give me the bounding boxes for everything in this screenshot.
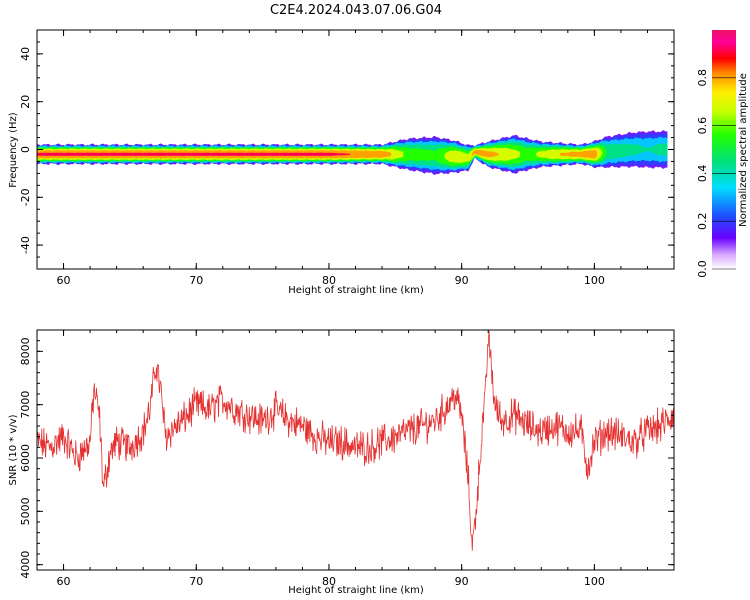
- x-tick-label: 60: [57, 274, 71, 287]
- snr-frame: [36, 329, 675, 571]
- colorbar-label: Normalized spectral amplitude: [738, 73, 749, 227]
- spectrogram-contour-level: [37, 152, 351, 156]
- snr-plot-area: [37, 331, 674, 551]
- colorbar-tick-label: 0.8: [696, 69, 709, 87]
- snr-panel: 60 70 80 90 100 4000 5000 6000 7000 8000 Height …: [8, 329, 675, 596]
- spectrogram-contour-level: [472, 149, 499, 158]
- snr-series-line: [37, 331, 674, 551]
- colorbar-ticks: 0.0 0.2 0.4 0.6 0.8: [696, 69, 736, 278]
- colorbar: 0.0 0.2 0.4 0.6 0.8 Normalized spectral ampl…: [696, 30, 749, 278]
- x-tick-label: 80: [322, 274, 336, 287]
- snr-x-ticks: 60 70 80 90 100: [36, 330, 675, 588]
- y-tick-label: 4000: [19, 551, 32, 579]
- y-tick-label: 5000: [19, 497, 32, 525]
- spectrogram-x-label: Height of straight line (km): [288, 285, 424, 296]
- colorbar-tick-label: 0.0: [696, 260, 709, 278]
- spectrogram-contour-level: [559, 149, 597, 159]
- colorbar-tick-label: 0.2: [696, 212, 709, 230]
- x-tick-label: 100: [584, 274, 605, 287]
- x-tick-label: 100: [584, 575, 605, 588]
- x-tick-label: 60: [57, 575, 71, 588]
- y-tick-label: 6000: [19, 444, 32, 472]
- x-tick-label: 90: [455, 274, 469, 287]
- x-tick-label: 70: [189, 575, 203, 588]
- y-tick-label: 8000: [19, 337, 32, 365]
- figure-title: C2E4.2024.043.07.06.G04: [270, 3, 442, 18]
- x-tick-label: 80: [322, 575, 336, 588]
- colorbar-tick-label: 0.6: [696, 117, 709, 135]
- snr-x-label: Height of straight line (km): [288, 585, 424, 596]
- y-tick-label: -40: [19, 236, 32, 254]
- spectrogram-frame: [36, 29, 675, 270]
- y-tick-label: -20: [19, 188, 32, 206]
- snr-y-ticks: 4000 5000 6000 7000 8000: [19, 329, 674, 579]
- y-tick-label: 20: [19, 95, 32, 109]
- colorbar-gradient: [712, 30, 736, 269]
- y-tick-label: 40: [19, 47, 32, 61]
- spectrogram-y-label: Frequency (Hz): [8, 112, 19, 188]
- snr-y-label: SNR (10 * v/v): [8, 414, 19, 485]
- colorbar-tick-label: 0.4: [696, 165, 709, 183]
- y-tick-label: 7000: [19, 391, 32, 419]
- spectrogram-panel: 60 70 80 90 100 -40 -20 0 20 40 Height of straig…: [8, 29, 675, 296]
- x-tick-label: 90: [455, 575, 469, 588]
- x-tick-label: 70: [189, 274, 203, 287]
- spectrogram-plot-area: [37, 130, 668, 175]
- y-tick-label: 0: [19, 146, 32, 153]
